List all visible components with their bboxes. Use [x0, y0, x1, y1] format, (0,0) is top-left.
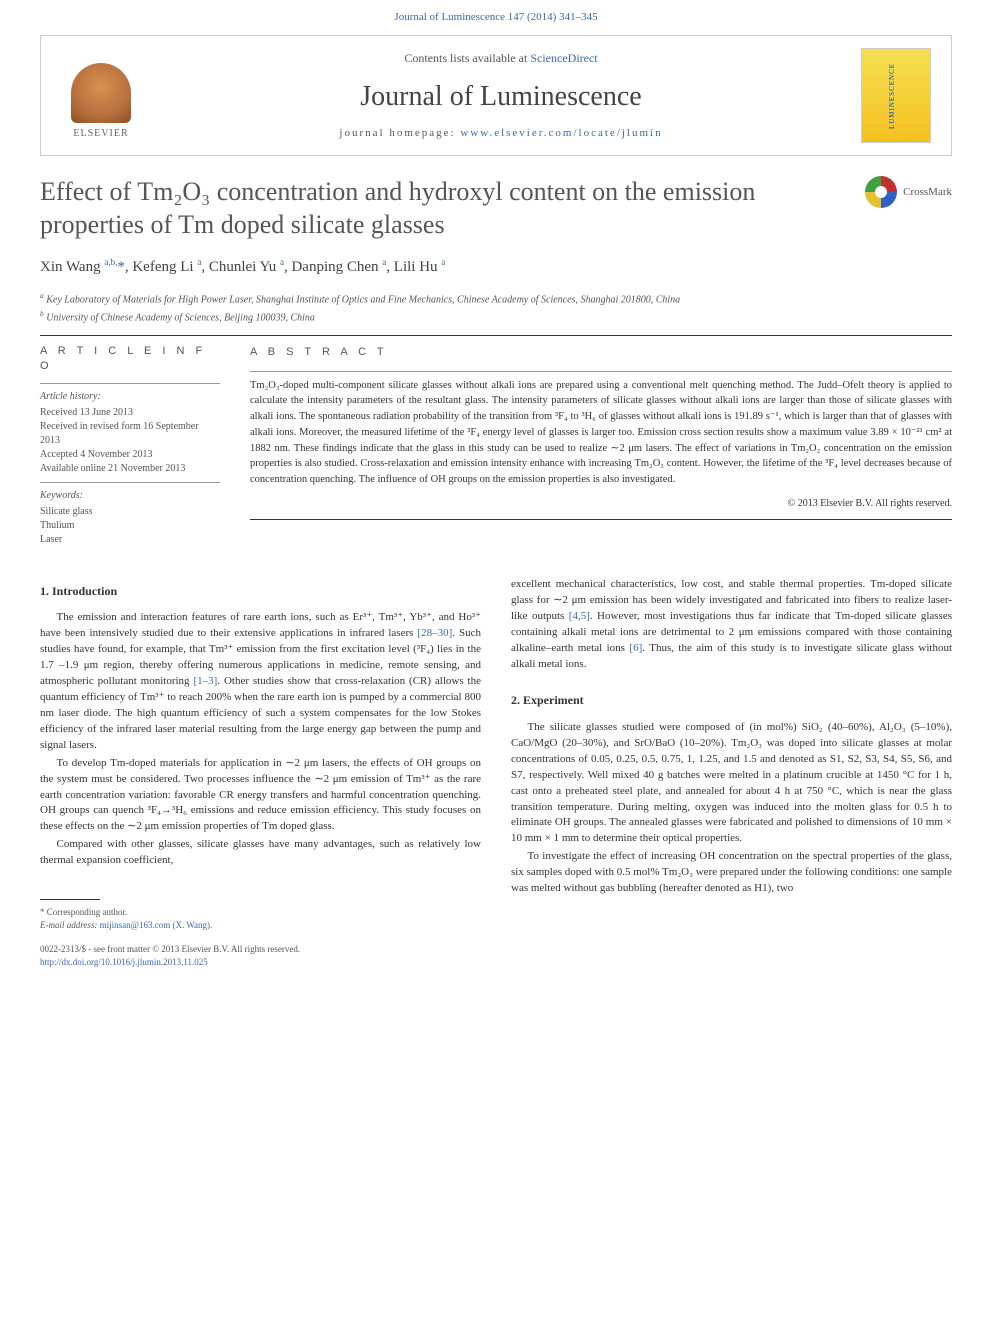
- crossmark-label: CrossMark: [903, 185, 952, 200]
- section-1-heading: 1. Introduction: [40, 583, 481, 600]
- contents-prefix: Contents lists available at: [404, 51, 530, 65]
- doi-link[interactable]: http://dx.doi.org/10.1016/j.jlumin.2013.…: [40, 957, 208, 967]
- keyword-3: Laser: [40, 533, 220, 547]
- experiment-p2: To investigate the effect of increasing …: [511, 849, 952, 897]
- article-info-column: A R T I C L E I N F O Article history: R…: [40, 344, 220, 547]
- rule-abstract-bottom: [250, 519, 952, 520]
- footnote-marker: * Corresponding author.: [40, 906, 481, 919]
- homepage-line: journal homepage: www.elsevier.com/locat…: [141, 126, 861, 141]
- elsevier-logo[interactable]: ELSEVIER: [61, 51, 141, 141]
- affiliations: a Key Laboratory of Materials for High P…: [40, 290, 952, 325]
- footer-info: 0022-2313/$ - see front matter © 2013 El…: [40, 943, 481, 969]
- journal-name: Journal of Luminescence: [141, 77, 861, 116]
- rule-top: [40, 335, 952, 336]
- intro-p1: The emission and interaction features of…: [40, 610, 481, 753]
- rule-info-1: [40, 383, 220, 384]
- abstract-heading: A B S T R A C T: [250, 344, 952, 361]
- affiliation-b: b University of Chinese Academy of Scien…: [40, 308, 952, 325]
- abstract-copyright: © 2013 Elsevier B.V. All rights reserved…: [250, 496, 952, 511]
- corresponding-author-note: * Corresponding author. E-mail address: …: [40, 906, 481, 931]
- body-columns: 1. Introduction The emission and interac…: [40, 577, 952, 970]
- abstract-column: A B S T R A C T Tm₂O₃-doped multi-compon…: [250, 344, 952, 547]
- homepage-link[interactable]: www.elsevier.com/locate/jlumin: [460, 127, 662, 139]
- email-label: E-mail address:: [40, 920, 100, 930]
- history-received: Received 13 June 2013: [40, 406, 220, 420]
- email-link[interactable]: mijinsan@163.com (X. Wang).: [100, 920, 213, 930]
- footer-copyright: 0022-2313/$ - see front matter © 2013 El…: [40, 943, 481, 956]
- header-center: Contents lists available at ScienceDirec…: [141, 50, 861, 141]
- title-row: Effect of Tm₂O₃ concentration and hydrox…: [40, 176, 952, 241]
- citation-link[interactable]: Journal of Luminescence 147 (2014) 341–3…: [394, 11, 597, 23]
- sciencedirect-link[interactable]: ScienceDirect: [530, 51, 597, 65]
- article-info-heading: A R T I C L E I N F O: [40, 344, 220, 375]
- abstract-text: Tm₂O₃-doped multi-component silicate gla…: [250, 378, 952, 488]
- body-column-left: 1. Introduction The emission and interac…: [40, 577, 481, 970]
- body-column-right: excellent mechanical characteristics, lo…: [511, 577, 952, 970]
- rule-abstract: [250, 371, 952, 372]
- rule-info-2: [40, 482, 220, 483]
- affiliation-a: a Key Laboratory of Materials for High P…: [40, 290, 952, 307]
- footnote-rule: [40, 899, 100, 900]
- crossmark-badge[interactable]: CrossMark: [865, 176, 952, 208]
- history-online: Available online 21 November 2013: [40, 462, 220, 476]
- history-revised: Received in revised form 16 September 20…: [40, 420, 220, 448]
- journal-citation: Journal of Luminescence 147 (2014) 341–3…: [0, 0, 992, 35]
- journal-header-box: ELSEVIER Contents lists available at Sci…: [40, 35, 952, 156]
- elsevier-label: ELSEVIER: [73, 127, 128, 141]
- experiment-p1: The silicate glasses studied were compos…: [511, 720, 952, 848]
- article-body: Effect of Tm₂O₃ concentration and hydrox…: [40, 176, 952, 969]
- article-title: Effect of Tm₂O₃ concentration and hydrox…: [40, 176, 845, 241]
- footnote-email: E-mail address: mijinsan@163.com (X. Wan…: [40, 919, 481, 932]
- history-accepted: Accepted 4 November 2013: [40, 448, 220, 462]
- keywords-label: Keywords:: [40, 489, 220, 503]
- history-label: Article history:: [40, 390, 220, 404]
- crossmark-icon: [865, 176, 897, 208]
- elsevier-tree-icon: [71, 63, 131, 123]
- intro-p2: To develop Tm-doped materials for applic…: [40, 756, 481, 836]
- info-abstract-row: A R T I C L E I N F O Article history: R…: [40, 344, 952, 547]
- authors-line: Xin Wang a,b,*, Kefeng Li a, Chunlei Yu …: [40, 256, 952, 278]
- intro-p4-continued: excellent mechanical characteristics, lo…: [511, 577, 952, 673]
- intro-p3: Compared with other glasses, silicate gl…: [40, 837, 481, 869]
- journal-cover-thumbnail[interactable]: [861, 48, 931, 143]
- keyword-1: Silicate glass: [40, 505, 220, 519]
- contents-line: Contents lists available at ScienceDirec…: [141, 50, 861, 67]
- homepage-prefix: journal homepage:: [339, 127, 460, 139]
- section-2-heading: 2. Experiment: [511, 692, 952, 709]
- keyword-2: Thulium: [40, 519, 220, 533]
